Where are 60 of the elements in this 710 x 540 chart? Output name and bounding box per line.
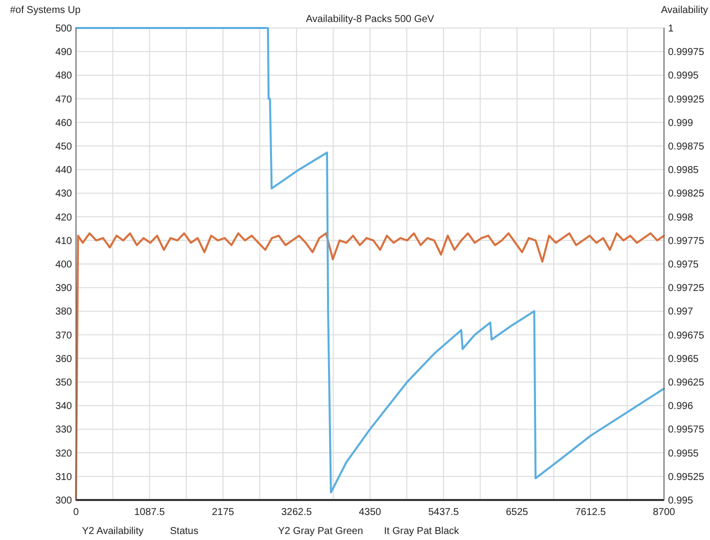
y2-tick-label: 0.99825 bbox=[668, 188, 705, 200]
y-tick-label: 340 bbox=[55, 401, 72, 412]
y-tick-label: 410 bbox=[55, 236, 72, 247]
y2-tick-label: 0.998 bbox=[668, 212, 694, 224]
y-tick-label: 440 bbox=[55, 165, 72, 176]
y-tick-label: 350 bbox=[55, 378, 72, 388]
y-tick-label: 400 bbox=[55, 260, 72, 270]
y2-tick-label: 0.99525 bbox=[668, 472, 705, 483]
y2-tick-label: 0.9995 bbox=[668, 70, 700, 82]
line-series bbox=[75, 232, 665, 501]
y-tick-label: 460 bbox=[55, 118, 72, 129]
x-tick-label: 4350 bbox=[358, 507, 382, 518]
x-tick-label: 5437.5 bbox=[428, 507, 460, 518]
y2-tick-label: 0.99925 bbox=[668, 94, 705, 106]
y2-tick-label: 0.999 bbox=[668, 118, 694, 129]
y2-tick-label: 0.997 bbox=[668, 306, 694, 318]
y2-tick-label: 0.995 bbox=[668, 496, 694, 506]
y-tick-label: 500 bbox=[55, 24, 72, 34]
y2-tick-label: 0.99725 bbox=[668, 283, 705, 294]
text: Y2 Gray Pat Green bbox=[278, 526, 364, 537]
text: Status bbox=[170, 526, 198, 537]
y-tick-label: 300 bbox=[55, 496, 72, 506]
y2-tick-label: 0.99675 bbox=[668, 330, 705, 342]
y-tick-label: 480 bbox=[55, 70, 72, 82]
y-tick-label: 450 bbox=[55, 142, 72, 152]
y2-tick-label: 0.9975 bbox=[668, 260, 700, 270]
y-tick-label: 490 bbox=[55, 47, 72, 58]
y2-axis-title: Availability bbox=[660, 5, 708, 16]
y2-tick-label: 0.9955 bbox=[668, 448, 700, 460]
y-tick-label: 330 bbox=[55, 424, 72, 436]
y-axis-title: #of Systems Up bbox=[10, 5, 82, 16]
chart-title: Availability-8 Packs 500 GeV bbox=[306, 14, 434, 25]
x-tick-label: 3262.5 bbox=[281, 507, 312, 518]
y-tick-label: 430 bbox=[55, 188, 72, 200]
y-tick-label: 320 bbox=[55, 448, 72, 460]
y-tick-label: 310 bbox=[55, 472, 72, 483]
text: It Gray Pat Black bbox=[384, 526, 460, 537]
y-tick-label: 370 bbox=[55, 330, 72, 342]
y-tick-label: 360 bbox=[55, 354, 72, 365]
x-tick-label: 0 bbox=[73, 507, 80, 518]
y2-tick-label: 0.99775 bbox=[668, 236, 705, 247]
y2-tick-label: 0.996 bbox=[668, 401, 694, 412]
y-tick-label: 390 bbox=[55, 283, 72, 294]
y2-tick-label: 0.9985 bbox=[668, 165, 700, 176]
x-tick-label: 6525 bbox=[506, 507, 529, 518]
x-tick-label: 7612.5 bbox=[575, 507, 606, 518]
y2-tick-label: 0.99975 bbox=[668, 47, 705, 58]
text: Y2 Availability bbox=[82, 526, 144, 537]
x-tick-label: 8700 bbox=[652, 507, 676, 518]
y-tick-label: 380 bbox=[55, 306, 72, 318]
y2-tick-label: 0.9965 bbox=[668, 354, 700, 365]
x-tick-label: 1087.5 bbox=[134, 507, 166, 518]
x-tick-label: 2175 bbox=[212, 507, 235, 518]
y2-tick-label: 1 bbox=[668, 24, 674, 34]
y2-tick-label: 0.99875 bbox=[668, 142, 705, 152]
y2-tick-label: 0.99575 bbox=[668, 424, 705, 436]
y2-tick-label: 0.99625 bbox=[668, 378, 705, 388]
line-series bbox=[75, 27, 665, 494]
y-tick-label: 420 bbox=[55, 212, 72, 224]
y-tick-label: 470 bbox=[55, 94, 72, 106]
